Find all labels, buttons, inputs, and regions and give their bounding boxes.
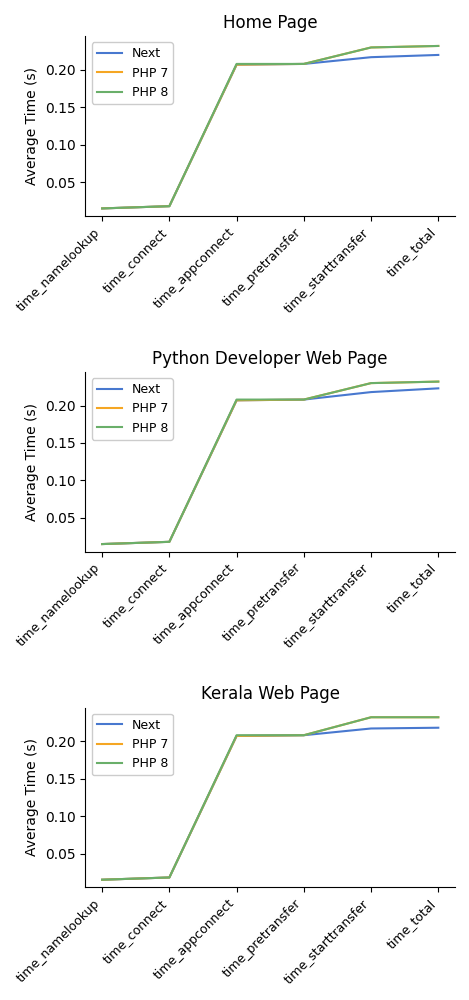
Next xyxy=(99,202,105,214)
Next xyxy=(436,722,441,734)
PHP 8 xyxy=(368,377,374,389)
PHP 8 xyxy=(301,394,307,406)
Next xyxy=(234,730,239,742)
PHP 8 xyxy=(99,202,105,214)
PHP 8 xyxy=(234,394,239,406)
Line: PHP 7: PHP 7 xyxy=(102,717,439,880)
PHP 8 xyxy=(436,711,441,723)
PHP 7 xyxy=(436,376,441,388)
PHP 7 xyxy=(436,40,441,52)
PHP 8 xyxy=(166,200,172,212)
Title: Home Page: Home Page xyxy=(223,14,318,32)
PHP 8 xyxy=(301,729,307,741)
PHP 7 xyxy=(368,377,374,389)
Line: PHP 8: PHP 8 xyxy=(102,717,439,880)
Next xyxy=(234,394,239,406)
PHP 7 xyxy=(234,730,239,742)
Line: Next: Next xyxy=(102,388,439,544)
PHP 7 xyxy=(234,59,239,71)
Next xyxy=(368,51,374,63)
PHP 8 xyxy=(301,58,307,70)
Next xyxy=(166,200,172,212)
PHP 7 xyxy=(368,41,374,53)
Next xyxy=(436,49,441,61)
Line: PHP 7: PHP 7 xyxy=(102,382,439,544)
Next xyxy=(368,722,374,734)
Next xyxy=(436,382,441,394)
PHP 7 xyxy=(99,202,105,214)
PHP 8 xyxy=(166,536,172,548)
PHP 8 xyxy=(234,58,239,70)
Line: PHP 8: PHP 8 xyxy=(102,382,439,544)
PHP 7 xyxy=(301,394,307,406)
Next xyxy=(368,386,374,398)
PHP 7 xyxy=(166,200,172,212)
PHP 7 xyxy=(99,874,105,886)
Next xyxy=(99,874,105,886)
Title: Python Developer Web Page: Python Developer Web Page xyxy=(152,350,388,368)
Y-axis label: Average Time (s): Average Time (s) xyxy=(25,403,39,521)
Legend: Next, PHP 7, PHP 8: Next, PHP 7, PHP 8 xyxy=(91,42,173,104)
Next xyxy=(166,536,172,548)
PHP 8 xyxy=(436,40,441,52)
PHP 7 xyxy=(234,394,239,406)
PHP 8 xyxy=(368,711,374,723)
PHP 7 xyxy=(368,711,374,723)
Y-axis label: Average Time (s): Average Time (s) xyxy=(25,67,39,185)
Next xyxy=(301,729,307,741)
Line: Next: Next xyxy=(102,728,439,880)
Line: Next: Next xyxy=(102,55,439,208)
Legend: Next, PHP 7, PHP 8: Next, PHP 7, PHP 8 xyxy=(91,378,173,440)
PHP 8 xyxy=(234,729,239,741)
PHP 8 xyxy=(99,538,105,550)
PHP 7 xyxy=(166,536,172,548)
Next xyxy=(301,394,307,406)
PHP 8 xyxy=(436,376,441,388)
Title: Kerala Web Page: Kerala Web Page xyxy=(201,685,340,703)
PHP 7 xyxy=(99,538,105,550)
Line: PHP 8: PHP 8 xyxy=(102,46,439,208)
PHP 8 xyxy=(99,874,105,886)
PHP 7 xyxy=(301,729,307,741)
PHP 7 xyxy=(166,871,172,883)
PHP 7 xyxy=(301,58,307,70)
Line: PHP 7: PHP 7 xyxy=(102,46,439,208)
Next xyxy=(99,538,105,550)
PHP 8 xyxy=(368,41,374,53)
Y-axis label: Average Time (s): Average Time (s) xyxy=(25,738,39,856)
Next xyxy=(166,871,172,883)
PHP 7 xyxy=(436,711,441,723)
Next xyxy=(301,58,307,70)
PHP 8 xyxy=(166,871,172,883)
Next xyxy=(234,59,239,71)
Legend: Next, PHP 7, PHP 8: Next, PHP 7, PHP 8 xyxy=(91,714,173,775)
